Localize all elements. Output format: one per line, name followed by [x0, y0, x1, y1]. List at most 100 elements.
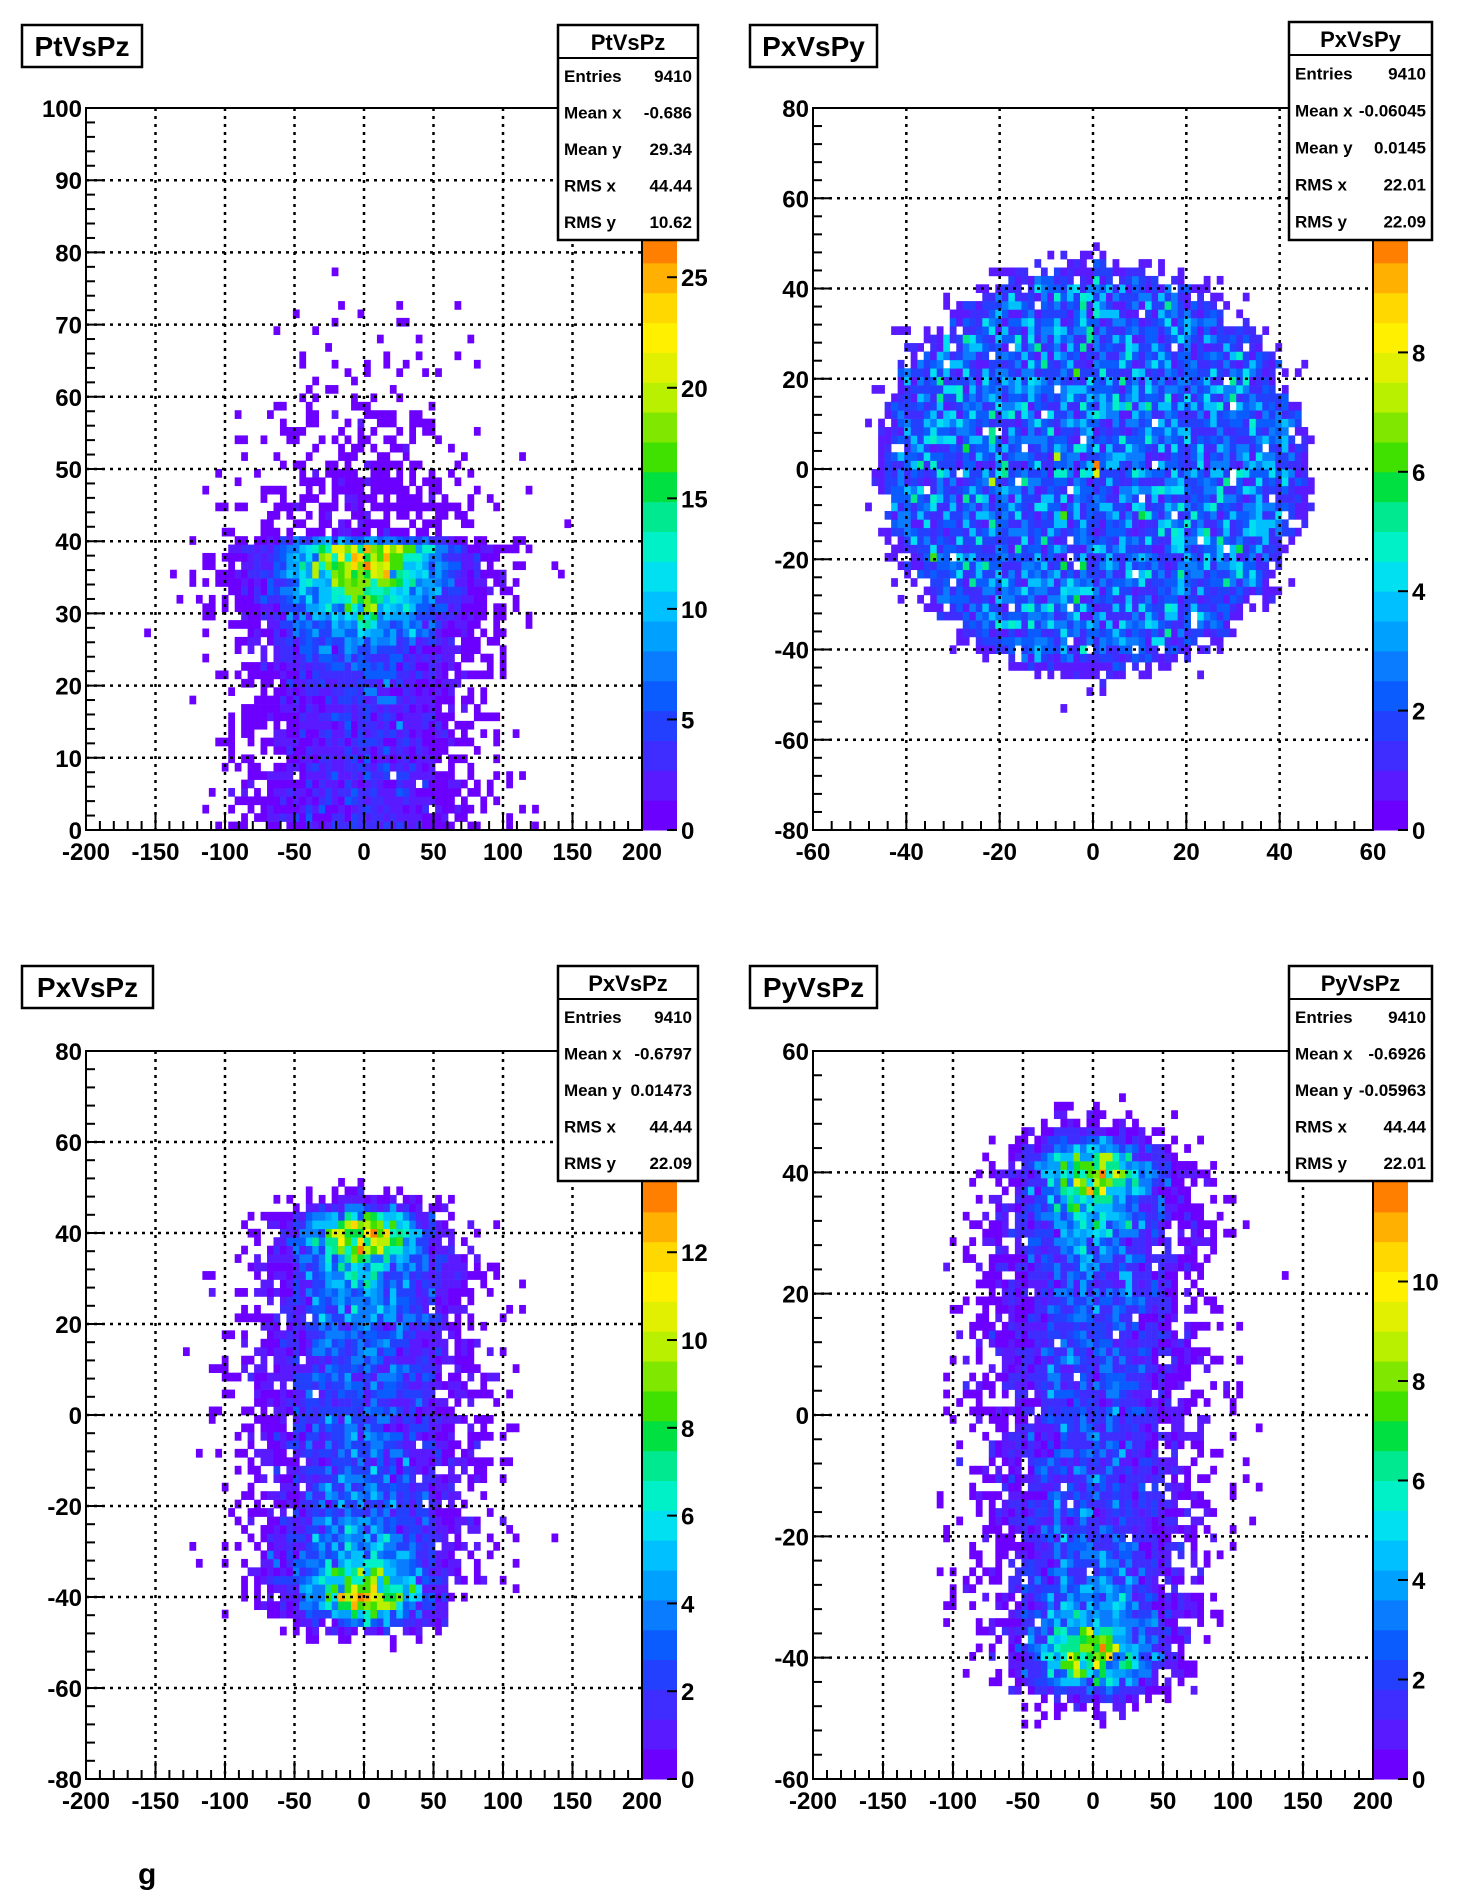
heatmap-cell: [1262, 427, 1269, 436]
heatmap-cell: [1249, 477, 1256, 486]
heatmap-cell: [1210, 536, 1217, 545]
heatmap-cell: [1139, 301, 1146, 310]
heatmap-cell: [189, 1542, 196, 1551]
heatmap-cell: [1021, 612, 1028, 621]
y-tick-label: 30: [55, 601, 82, 628]
heatmap-cell: [493, 729, 500, 738]
heatmap-cell: [370, 486, 377, 495]
palette-segment: [643, 442, 677, 472]
heatmap-cell: [448, 822, 455, 831]
heatmap-cell: [1015, 536, 1022, 545]
heatmap-cell: [248, 629, 255, 638]
heatmap-cell: [989, 545, 996, 554]
heatmap-cell: [1113, 578, 1120, 587]
heatmap-cell: [1178, 477, 1185, 486]
heatmap-cell: [299, 763, 306, 772]
heatmap-cell: [1034, 469, 1041, 478]
heatmap-cell: [1028, 427, 1035, 436]
heatmap-cell: [1126, 368, 1133, 377]
heatmap-cell: [1145, 545, 1152, 554]
y-tick-label: 0: [796, 457, 809, 484]
heatmap-cell: [1178, 637, 1185, 646]
heatmap-cell: [261, 738, 268, 747]
heatmap-cell: [248, 1373, 255, 1382]
heatmap-cell: [332, 796, 339, 805]
heatmap-cell: [885, 452, 892, 461]
heatmap-cell: [1106, 570, 1113, 579]
heatmap-cell: [241, 570, 248, 579]
heatmap-cell: [202, 654, 209, 663]
heatmap-cell: [943, 385, 950, 394]
heatmap-cell: [254, 1313, 261, 1322]
heatmap-cell: [325, 771, 332, 780]
heatmap-cell: [976, 402, 983, 411]
heatmap-cell: [1282, 477, 1289, 486]
heatmap-cell: [332, 360, 339, 369]
heatmap-cell: [1028, 603, 1035, 612]
heatmap-cell: [241, 1423, 248, 1432]
heatmap-cell: [1301, 511, 1308, 520]
heatmap-cell: [345, 595, 352, 604]
heatmap-cell: [1002, 536, 1009, 545]
heatmap-cell: [1002, 519, 1009, 528]
heatmap-cell: [273, 1398, 280, 1407]
heatmap-cell: [1028, 503, 1035, 512]
heatmap-cell: [1165, 368, 1172, 377]
heatmap-cell: [351, 637, 358, 646]
heatmap-cell: [924, 519, 931, 528]
heatmap-cell: [1152, 519, 1159, 528]
heatmap-cell: [982, 494, 989, 503]
heatmap-cell: [1243, 293, 1250, 302]
heatmap-cell: [1041, 469, 1048, 478]
heatmap-cell: [280, 1449, 287, 1458]
heatmap-cell: [370, 796, 377, 805]
palette-tick-label: 20: [681, 376, 708, 403]
heatmap-cell: [1158, 435, 1165, 444]
heatmap-cell: [306, 1339, 313, 1348]
heatmap-cell: [1080, 587, 1087, 596]
heatmap-cell: [1152, 276, 1159, 285]
heatmap-cell: [351, 561, 358, 570]
heatmap-cell: [1106, 301, 1113, 310]
heatmap-cell: [280, 780, 287, 789]
heatmap-cell: [1165, 545, 1172, 554]
heatmap-cell: [1073, 620, 1080, 629]
heatmap-cell: [409, 435, 416, 444]
heatmap-cell: [1054, 620, 1061, 629]
heatmap-cell: [280, 1483, 287, 1492]
heatmap-cell: [273, 1601, 280, 1610]
heatmap-cell: [1243, 444, 1250, 453]
heatmap-cell: [943, 301, 950, 310]
heatmap-cell: [1158, 351, 1165, 360]
heatmap-cell: [254, 620, 261, 629]
heatmap-cell: [1028, 477, 1035, 486]
heatmap-cell: [280, 1356, 287, 1365]
heatmap-cell: [267, 1280, 274, 1289]
heatmap-cell: [273, 1356, 280, 1365]
heatmap-cell: [956, 444, 963, 453]
heatmap-cell: [209, 1415, 216, 1424]
heatmap-cell: [1106, 637, 1113, 646]
heatmap-cell: [312, 561, 319, 570]
heatmap-cell: [396, 645, 403, 654]
heatmap-cell: [442, 553, 449, 562]
heatmap-cell: [1067, 629, 1074, 638]
heatmap-cell: [273, 1432, 280, 1441]
heatmap-cell: [248, 603, 255, 612]
heatmap-cell: [299, 1491, 306, 1500]
heatmap-cell: [332, 721, 339, 730]
heatmap-cell: [943, 469, 950, 478]
heatmap-cell: [1139, 335, 1146, 344]
heatmap-cell: [299, 1601, 306, 1610]
heatmap-cell: [1073, 435, 1080, 444]
heatmap-cell: [474, 788, 481, 797]
heatmap-cell: [1054, 335, 1061, 344]
heatmap-cell: [878, 419, 885, 428]
heatmap-cell: [1171, 528, 1178, 537]
heatmap-cell: [1145, 410, 1152, 419]
heatmap-cell: [273, 771, 280, 780]
heatmap-cell: [299, 477, 306, 486]
heatmap-cell: [1021, 469, 1028, 478]
heatmap-cell: [1041, 486, 1048, 495]
